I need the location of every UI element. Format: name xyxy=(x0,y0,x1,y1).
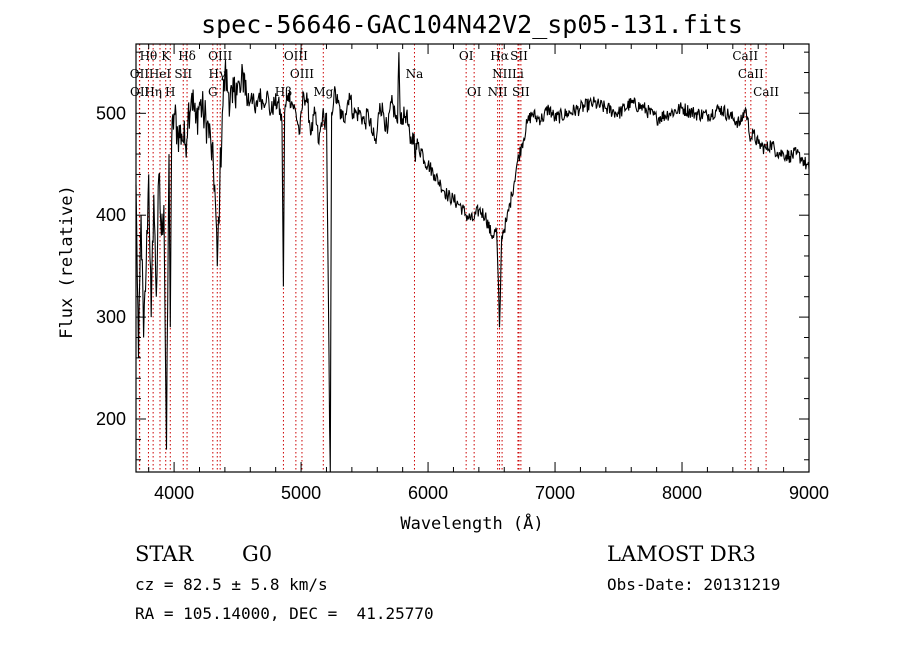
line-label: OII xyxy=(130,85,150,99)
line-label: NII xyxy=(488,85,508,99)
line-label: OIII xyxy=(284,49,308,63)
line-label: OI xyxy=(467,85,482,99)
line-label: H xyxy=(165,85,175,99)
line-label: Na xyxy=(406,67,424,81)
x-tick-label: 5000 xyxy=(281,483,321,503)
emission-line-markers xyxy=(138,44,767,472)
spectrum-series xyxy=(135,52,810,473)
y-tick-label: 400 xyxy=(96,205,126,225)
line-label: Hθ xyxy=(140,49,158,63)
line-label: OIII xyxy=(208,49,232,63)
chart-title: spec-56646-GAC104N42V2_sp05-131.fits xyxy=(201,10,743,39)
y-axis-label: Flux (relative) xyxy=(57,185,77,339)
x-tick-label: 6000 xyxy=(408,483,448,503)
y-tick-label: 200 xyxy=(96,409,126,429)
x-tick-label: 9000 xyxy=(789,483,829,503)
y-tick-label: 500 xyxy=(96,103,126,123)
line-label: OI xyxy=(459,49,474,63)
line-label: Hη xyxy=(144,85,162,99)
observation-date: Obs-Date: 20131219 xyxy=(607,575,780,594)
x-axis: 4000 5000 6000 7000 8000 9000 xyxy=(148,44,829,503)
line-label: Hγ xyxy=(208,67,226,81)
survey-name: LAMOST DR3 xyxy=(607,542,756,566)
line-label: OIII xyxy=(290,67,314,81)
line-label: G xyxy=(208,85,218,99)
plot-frame xyxy=(135,43,810,473)
line-label: Hδ xyxy=(178,49,196,63)
x-tick-label: 8000 xyxy=(662,483,702,503)
line-label: CaII xyxy=(753,85,779,99)
line-label: Li xyxy=(512,67,524,81)
object-subclass: G0 xyxy=(242,542,272,566)
redshift-velocity: cz = 82.5 ± 5.8 km/s xyxy=(135,575,328,594)
y-axis: 200 300 400 500 xyxy=(96,51,809,461)
x-tick-label: 4000 xyxy=(154,483,194,503)
line-label: NII xyxy=(492,67,512,81)
line-label: K xyxy=(161,49,171,63)
line-label: CaII xyxy=(732,49,758,63)
x-axis-label: Wavelength (Å) xyxy=(400,512,543,534)
line-label: HeI xyxy=(149,67,172,81)
line-label: SII xyxy=(512,85,530,99)
line-label: OII xyxy=(130,67,150,81)
line-label: Mg xyxy=(313,85,333,99)
x-tick-label: 7000 xyxy=(535,483,575,503)
line-label: CaII xyxy=(738,67,764,81)
line-label: Hα xyxy=(490,49,509,63)
line-label: SII xyxy=(510,49,528,63)
line-label: SII xyxy=(174,67,192,81)
y-tick-label: 300 xyxy=(96,307,126,327)
object-class: STAR xyxy=(135,542,194,566)
coordinates: RA = 105.14000, DEC = 41.25770 xyxy=(135,604,434,623)
